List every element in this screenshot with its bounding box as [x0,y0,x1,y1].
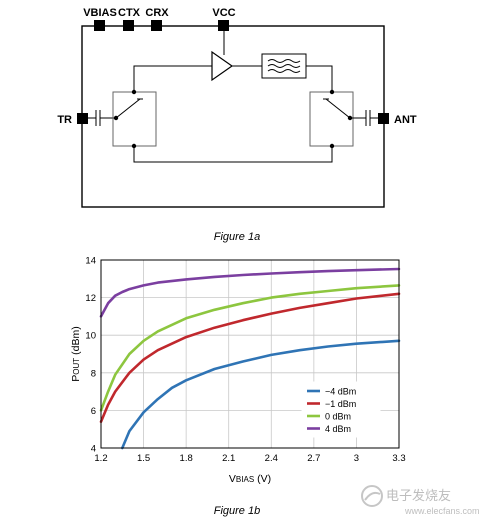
pin-label-tr: TR [57,114,72,126]
x-tick-label: 2.7 [307,453,320,464]
pin-vbias [94,20,105,31]
x-tick-label: 2.4 [265,453,278,464]
figure-a-caption: Figure 1a [214,231,260,243]
x-tick-label: 3 [354,453,359,464]
pin-label-ant: ANT [394,114,417,126]
amplifier-icon [211,50,234,82]
right-switch-node-bottom [329,143,335,149]
rx-path [133,146,333,163]
right-switch-node-top [329,89,335,95]
x-axis-label-main: V [229,473,236,485]
y-tick-label: 8 [91,368,96,379]
y-axis-label-unit: (dBm) [70,326,82,358]
pin-label-crx: CRX [145,7,169,19]
tx-path [133,65,333,92]
y-tick-label: 6 [91,406,96,417]
plot-frame [100,259,400,449]
y-tick-label: 4 [91,444,96,455]
pin-crx [151,20,162,31]
tr-capacitor [88,110,114,126]
x-tick-label: 1.2 [94,453,107,464]
x-tick-label: 1.5 [137,453,150,464]
series-line-0 [121,339,401,450]
watermark-logo-swoosh [364,491,381,501]
pin-ant [378,113,389,124]
y-axis-label: POUT (dBm) [70,326,82,381]
x-axis-label: VBIAS (V) [229,473,271,485]
right-switch [309,91,354,147]
grid-layer [101,260,399,448]
right-switch-common [347,115,353,121]
x-axis-label-sub: BIAS [236,475,254,484]
package-outline [81,25,385,208]
tick-label-layer: 1.2 1.5 1.8 2.1 2.4 2.7 3 3.3 4 6 8 10 12 14 [85,256,405,465]
legend-label-2: 0 dBm [325,412,351,422]
pin-tr [77,113,88,124]
series-line-2 [99,284,401,412]
x-axis-label-unit: (V) [254,473,271,485]
legend-label-3: 4 dBm [325,424,351,434]
y-tick-label: 10 [85,331,96,342]
pout-vs-vbias-chart: 1.2 1.5 1.8 2.1 2.4 2.7 3 3.3 4 6 8 10 12 14 −4 dBm −1… [70,256,480,518]
series-layer [99,267,401,450]
series-line-3 [99,267,401,318]
y-axis-label-main: P [70,375,82,382]
left-switch-common [113,115,119,121]
series-line-1 [99,292,401,423]
watermark-logo-icon [361,485,383,507]
ant-capacitor [352,110,378,126]
y-axis-label-sub: OUT [72,358,81,375]
left-switch [112,91,157,147]
pin-label-ctx: CTX [118,7,141,19]
pin-vcc [218,20,229,31]
y-tick-label: 14 [85,256,96,267]
legend-label-0: −4 dBm [325,387,356,397]
y-tick-label: 12 [85,293,96,304]
pin-ctx [123,20,134,31]
figure-b-caption: Figure 1b [214,505,260,517]
legend-label-1: −1 dBm [325,399,356,409]
legend: −4 dBm −1 dBm 0 dBm 4 dBm [301,381,381,438]
watermark-text: 电子发烧友 [386,488,451,503]
filter-icon [261,53,307,79]
legend-entries: −4 dBm −1 dBm 0 dBm 4 dBm [307,387,356,434]
x-tick-label: 3.3 [392,453,405,464]
watermark-url: www.elecfans.com [404,506,480,516]
watermark: 电子发烧友 www.elecfans.com [361,485,480,516]
pin-label-vcc: VCC [212,7,235,19]
pin-label-vbias: VBIAS [83,7,117,19]
x-tick-label: 2.1 [222,453,235,464]
x-tick-label: 1.8 [180,453,193,464]
block-diagram: VBIAS CTX CRX VCC TR ANT [57,7,417,243]
